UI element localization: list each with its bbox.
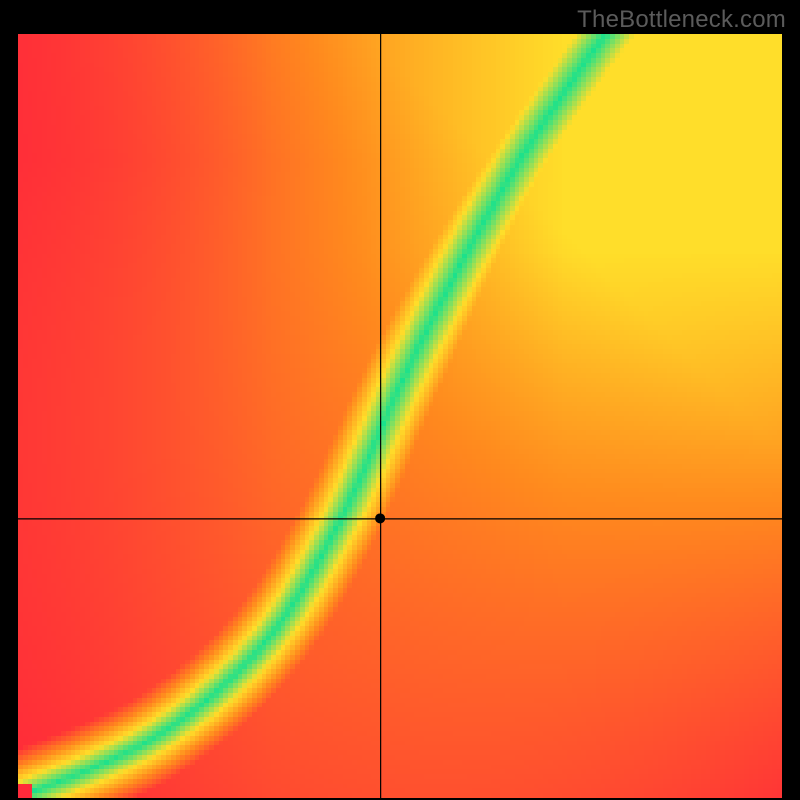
bottleneck-heatmap: [18, 34, 782, 798]
chart-container: { "watermark": "TheBottleneck.com", "wat…: [0, 0, 800, 800]
watermark-text: TheBottleneck.com: [577, 6, 786, 34]
